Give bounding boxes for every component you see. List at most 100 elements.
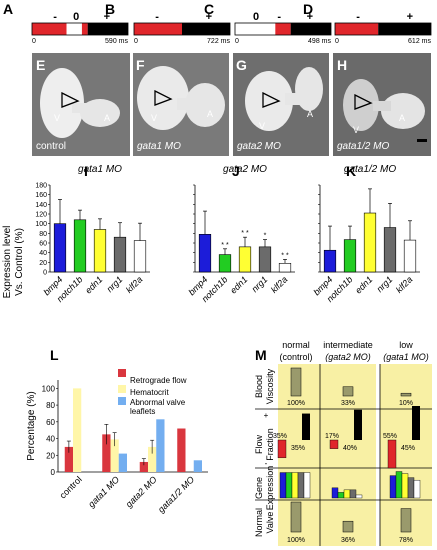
category-label: klf2a — [394, 274, 415, 295]
bar — [363, 212, 377, 273]
row-header: Fraction — [265, 428, 275, 461]
y-tick-label: 20 — [46, 451, 55, 460]
flow-anterograde-bar — [302, 413, 310, 440]
column-header: (gata2 MO) — [325, 352, 371, 362]
bar — [102, 434, 111, 472]
category-label: klf2a — [124, 274, 145, 295]
ventricle-label: V — [54, 113, 61, 123]
heart-image — [245, 67, 323, 131]
timebar-segment — [335, 23, 379, 35]
legend-swatch — [118, 385, 126, 393]
flow-minus: - — [265, 459, 268, 468]
heart-image — [40, 68, 120, 138]
bar — [343, 239, 357, 273]
bar — [323, 249, 337, 273]
timebar-segment — [66, 23, 82, 35]
viscosity-value: 100% — [287, 400, 305, 407]
panel-label-m: M — [255, 347, 267, 363]
category-label: nrg1 — [250, 274, 270, 294]
flow-anterograde-bar — [412, 406, 420, 440]
valve-value: 36% — [341, 537, 355, 544]
row-header: Normal — [254, 508, 264, 537]
timebar-frame — [334, 22, 432, 36]
valve-value: 78% — [399, 537, 413, 544]
significance-mark: * — [264, 233, 267, 240]
gene-bar — [355, 494, 363, 499]
bar — [403, 239, 417, 273]
y-tick-label: 80 — [39, 231, 47, 238]
timebar-start: 0 — [335, 38, 339, 45]
timebar-minus: - — [155, 11, 159, 23]
bar — [110, 439, 119, 472]
timebar-segment — [87, 23, 128, 35]
flow-neg-value: 55% — [383, 433, 397, 440]
valve-bar — [342, 520, 354, 533]
timebar-segment — [290, 23, 331, 35]
y-axis-label: Vs. Control (%) — [14, 228, 25, 296]
gene-bar — [331, 487, 339, 499]
atrium-label: A — [207, 109, 214, 119]
ventricle-label: V — [151, 113, 158, 123]
y-tick-label: 20 — [39, 260, 47, 267]
y-tick-label: 100 — [35, 221, 47, 228]
timebar-frame — [133, 22, 231, 36]
heart-image — [137, 66, 225, 130]
panel-label-i: I — [84, 163, 88, 179]
bar — [177, 428, 186, 472]
category-label: gata1/2 MO — [156, 474, 196, 514]
timebar-end: 498 ms — [308, 38, 331, 45]
significance-mark: * * — [281, 252, 289, 259]
photo-caption: gata1/2 MO — [337, 141, 390, 152]
legend-swatch — [118, 369, 126, 377]
gene-bar — [279, 472, 287, 499]
photo-caption: gata2 MO — [237, 141, 281, 152]
flow-retrograde-bar — [387, 439, 397, 469]
y-tick-label: 120 — [35, 212, 47, 219]
y-tick-label: 0 — [51, 468, 56, 477]
atrium-label: A — [104, 113, 111, 123]
viscosity-value: 33% — [341, 400, 355, 407]
gene-bar — [401, 473, 409, 499]
gene-bar — [395, 471, 403, 499]
viscosity-bar — [400, 392, 412, 397]
category-label: edn1 — [228, 274, 249, 295]
gene-bar — [285, 472, 293, 499]
bar — [73, 388, 82, 472]
column-header: (control) — [279, 352, 312, 362]
panel-label-a: A — [3, 1, 13, 17]
chart-title: gata2 MO — [223, 164, 267, 175]
gene-bar — [389, 475, 397, 499]
ventricle-label: V — [353, 125, 360, 135]
gene-bar — [303, 472, 311, 499]
timebar-plus: + — [307, 11, 313, 23]
panel-label-b: B — [105, 1, 115, 17]
timebar-end: 722 ms — [207, 38, 230, 45]
panel-label-g: G — [236, 57, 247, 73]
bar — [139, 461, 148, 472]
timebar-segment — [134, 23, 182, 35]
flow-plus: + — [264, 411, 269, 420]
bar — [156, 419, 165, 472]
row-header: Flow — [254, 435, 264, 455]
gene-bar — [291, 472, 299, 499]
row-header: Expression — [265, 466, 275, 511]
category-label: nrg1 — [105, 274, 125, 294]
timebar-end: 612 ms — [408, 38, 431, 45]
bar — [193, 460, 202, 472]
legend-label: Retrograde flow — [130, 376, 187, 385]
legend-swatch — [118, 397, 126, 405]
y-tick-label: 60 — [46, 418, 55, 427]
panel-label-f: F — [136, 57, 145, 73]
timebar-start: 0 — [32, 38, 36, 45]
panel-label-d: D — [303, 1, 313, 17]
y-tick-label: 80 — [46, 401, 55, 410]
viscosity-bar — [290, 367, 302, 397]
timebar-plus: + — [206, 11, 212, 23]
panel-label-e: E — [36, 57, 45, 73]
flow-retrograde-bar — [329, 439, 339, 449]
y-tick-label: 100 — [42, 384, 56, 393]
timebar-segment — [32, 23, 67, 35]
panel-label-j: J — [232, 163, 240, 179]
timebar-zero: 0 — [73, 11, 79, 23]
